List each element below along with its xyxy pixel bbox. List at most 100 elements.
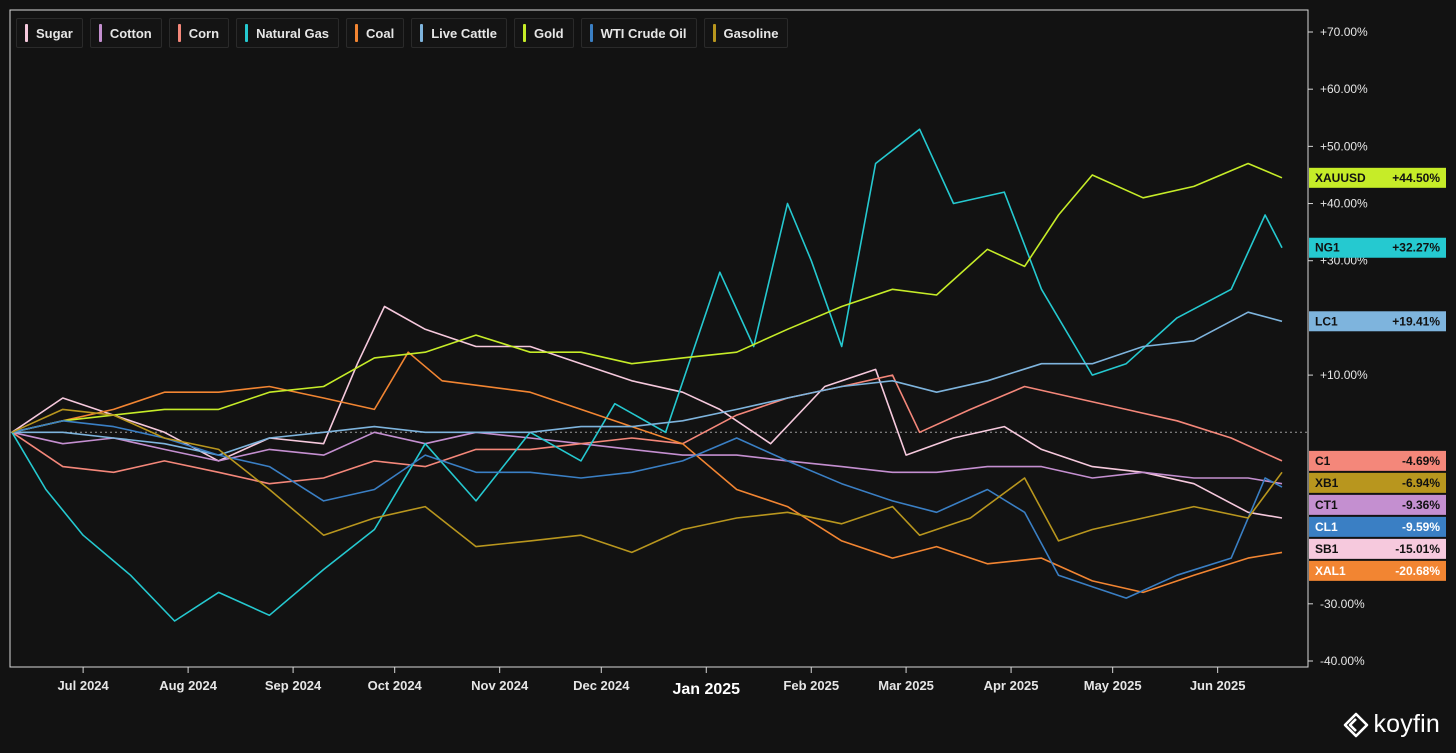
end-label-lc1: LC1 +19.41%	[1309, 311, 1446, 332]
x-tick-label: Apr 2025	[984, 678, 1039, 693]
end-label-ticker: SB1	[1315, 542, 1339, 556]
end-label-value: -6.94%	[1402, 476, 1440, 490]
legend-swatch	[245, 24, 249, 42]
x-tick-label: Nov 2024	[471, 678, 529, 693]
y-tick-label: +50.00%	[1320, 139, 1368, 153]
x-tick-label: Jun 2025	[1190, 678, 1246, 693]
series-lines	[11, 128, 1283, 622]
end-label-background	[1309, 450, 1446, 471]
legend-label: Sugar	[36, 25, 73, 41]
x-axis: Jul 2024 Aug 2024 Sep 2024 Oct 2024 Nov 2024…	[57, 667, 1245, 698]
x-tick-label: Dec 2024	[573, 678, 630, 693]
legend-swatch	[712, 24, 716, 42]
legend-label: Gold	[533, 25, 564, 41]
end-label-background	[1309, 311, 1446, 332]
end-label-ticker: CT1	[1315, 498, 1338, 512]
x-tick-label: Mar 2025	[878, 678, 934, 693]
legend-item-coal[interactable]: Coal	[346, 18, 405, 48]
x-tick-label: May 2025	[1084, 678, 1142, 693]
legend-label: Natural Gas	[256, 25, 330, 41]
end-label-value: +44.50%	[1392, 171, 1440, 185]
legend-item-sugar[interactable]: Sugar	[16, 18, 83, 48]
end-label-ct1: CT1 -9.36%	[1309, 494, 1446, 515]
series-line-wti-crude-oil	[11, 420, 1283, 599]
legend-item-live-cattle[interactable]: Live Cattle	[411, 18, 507, 48]
legend-label: Corn	[188, 25, 220, 41]
end-label-background	[1309, 472, 1446, 493]
legend-swatch	[98, 24, 102, 42]
legend-label: Coal	[366, 25, 395, 41]
end-label-value: -4.69%	[1402, 454, 1440, 468]
y-tick-label: +10.00%	[1320, 368, 1368, 382]
series-line-corn	[11, 374, 1283, 485]
y-tick-label: -30.00%	[1320, 597, 1365, 611]
y-tick-label: +60.00%	[1320, 82, 1368, 96]
end-label-ticker: NG1	[1315, 241, 1340, 255]
legend-swatch	[355, 24, 359, 42]
end-label-xal1: XAL1 -20.68%	[1309, 560, 1446, 581]
end-label-value: -9.36%	[1402, 498, 1440, 512]
legend-swatch	[589, 24, 593, 42]
legend-swatch	[420, 24, 424, 42]
end-label-c1: C1 -4.69%	[1309, 450, 1446, 471]
end-label-xauusd: XAUUSD +44.50%	[1309, 167, 1446, 188]
legend-item-corn[interactable]: Corn	[168, 18, 230, 48]
end-label-ticker: CL1	[1315, 520, 1338, 534]
x-tick-label: Feb 2025	[783, 678, 839, 693]
series-line-cotton	[11, 431, 1283, 485]
brand-name: koyfin	[1373, 710, 1440, 738]
end-label-ticker: C1	[1315, 454, 1331, 468]
end-label-value: -20.68%	[1395, 564, 1440, 578]
legend-item-cotton[interactable]: Cotton	[89, 18, 162, 48]
end-label-background	[1309, 237, 1446, 258]
series-line-natural-gas	[11, 128, 1283, 622]
legend: Sugar Cotton Corn Natural Gas Coal Live Cattl…	[16, 18, 789, 48]
x-tick-label: Oct 2024	[368, 678, 423, 693]
legend-item-natural-gas[interactable]: Natural Gas	[236, 18, 340, 48]
end-label-ng1: NG1 +32.27%	[1309, 237, 1446, 258]
end-label-value: -15.01%	[1395, 542, 1440, 556]
series-line-gold	[11, 162, 1283, 434]
legend-item-wti-crude-oil[interactable]: WTI Crude Oil	[580, 18, 697, 48]
x-tick-label: Jul 2024	[57, 678, 109, 693]
end-label-ticker: XAUUSD	[1315, 171, 1366, 185]
end-label-cl1: CL1 -9.59%	[1309, 516, 1446, 537]
legend-item-gasoline[interactable]: Gasoline	[703, 18, 789, 48]
legend-label: Live Cattle	[431, 25, 497, 41]
koyfin-mark-icon	[1344, 712, 1369, 737]
legend-swatch	[177, 24, 181, 42]
x-tick-label: Sep 2024	[265, 678, 322, 693]
end-label-value: -9.59%	[1402, 520, 1440, 534]
series-line-coal	[11, 351, 1283, 594]
plot-area	[9, 9, 1309, 668]
series-line-gasoline	[11, 408, 1283, 554]
end-label-xb1: XB1 -6.94%	[1309, 472, 1446, 493]
y-tick-label: +70.00%	[1320, 25, 1368, 39]
end-label-background	[1309, 516, 1446, 537]
end-label-ticker: XAL1	[1315, 564, 1346, 578]
end-label-ticker: XB1	[1315, 476, 1339, 490]
end-label-background	[1309, 560, 1446, 581]
y-tick-label: -40.00%	[1320, 654, 1365, 668]
end-label-value: +32.27%	[1392, 241, 1440, 255]
legend-item-gold[interactable]: Gold	[513, 18, 574, 48]
koyfin-logo: koyfin	[1343, 710, 1440, 739]
legend-label: Gasoline	[723, 25, 779, 41]
y-tick-label: +40.00%	[1320, 197, 1368, 211]
end-label-value: +19.41%	[1392, 314, 1440, 328]
legend-swatch	[25, 24, 28, 42]
legend-label: Cotton	[109, 25, 152, 41]
series-line-live-cattle	[12, 311, 1283, 456]
legend-label: WTI Crude Oil	[600, 25, 687, 41]
end-label-ticker: LC1	[1315, 314, 1338, 328]
end-label-sb1: SB1 -15.01%	[1309, 538, 1446, 559]
end-label-background	[1309, 494, 1446, 515]
end-label-background	[1309, 538, 1446, 559]
x-tick-label: Jan 2025	[672, 681, 740, 698]
series-line-sugar	[11, 305, 1283, 519]
x-tick-label: Aug 2024	[159, 678, 218, 693]
end-value-labels: XAUUSD +44.50% NG1 +32.27% LC1 +19.41% C1 -4.69…	[1309, 167, 1446, 581]
legend-swatch	[522, 24, 526, 42]
end-label-background	[1309, 167, 1446, 188]
